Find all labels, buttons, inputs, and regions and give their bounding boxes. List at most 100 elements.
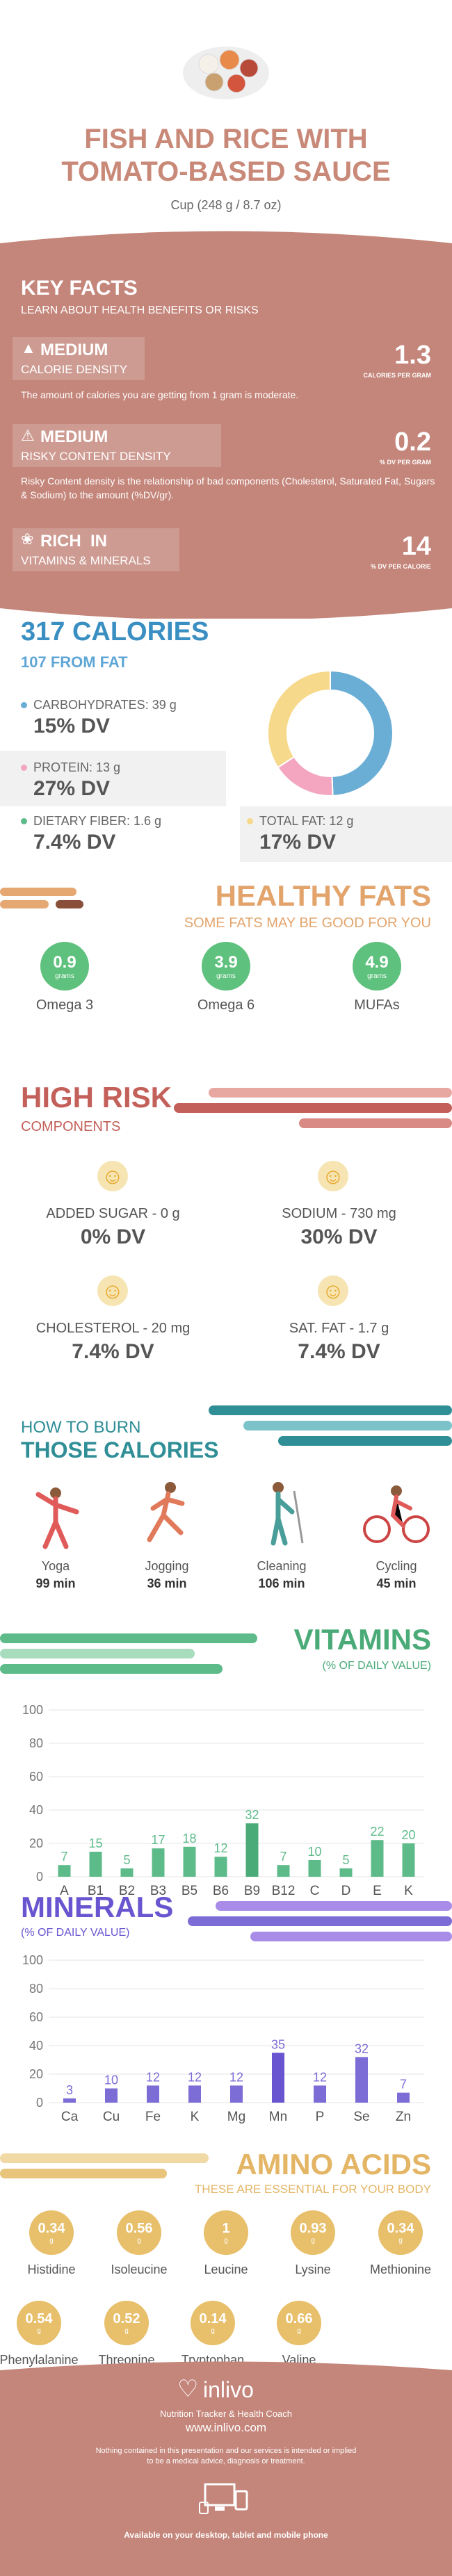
activity-label: Yoga: [41, 1559, 70, 1573]
fat-unit: grams: [367, 972, 387, 980]
amino-value: 0.34: [38, 2221, 65, 2236]
risk-label: SAT. FAT - 1.7 g: [289, 1321, 389, 1336]
risk-label: SODIUM - 730 mg: [282, 1206, 396, 1221]
bar-value-label: 32: [355, 2041, 369, 2055]
fact-level-box: [13, 528, 179, 571]
decor-lines: [0, 1633, 257, 1643]
bar: [397, 2092, 410, 2103]
x-tick-label: Se: [353, 2110, 369, 2124]
key-facts-title: KEY FACTS: [21, 277, 138, 300]
page-title-line2: TOMATO-BASED SAUCE: [61, 156, 391, 187]
inlivo-logo-icon: ♡: [177, 2376, 199, 2402]
calories-from-fat: 107 FROM FAT: [21, 653, 128, 671]
decor-lines: [209, 1088, 452, 1098]
x-tick-label: P: [316, 2110, 325, 2124]
key-facts-subtitle: LEARN ABOUT HEALTH BENEFITS OR RISKS: [21, 304, 259, 316]
disclaimer-line1: Nothing contained in this presentation a…: [95, 2447, 357, 2455]
devices-icon: [198, 2481, 254, 2516]
minerals-title: MINERALS: [21, 1891, 174, 1923]
activity-time: 36 min: [147, 1576, 187, 1590]
calories-section: 317 CALORIES 107 FROM FAT CARBOHYDRATES:…: [0, 612, 452, 869]
fact-vitamins-minerals: ❀ RICH IN VITAMINS & MINERALS 14 % DV PE…: [0, 525, 452, 580]
footer: ♡ inlivo Nutrition Tracker & Health Coac…: [0, 2360, 452, 2576]
amino-value: 0.93: [299, 2221, 327, 2236]
fact-unit: % DV PER GRAM: [379, 459, 431, 466]
carbs-dv: 15% DV: [33, 715, 111, 737]
donut-slice-fat: [267, 669, 331, 769]
bar: [183, 1846, 196, 1877]
jogging-icon: [132, 1477, 202, 1547]
decor-lines: [216, 1901, 452, 1911]
amino-subtitle: THESE ARE ESSENTIAL FOR YOUR BODY: [194, 2183, 431, 2196]
bar-value-label: 32: [245, 1808, 259, 1822]
minerals-section: MINERALS (% OF DAILY VALUE) 0 20 40 60 80 100…: [0, 1877, 452, 2134]
x-tick-label: B2: [119, 1884, 135, 1898]
fat-unit: grams: [55, 972, 74, 980]
bar: [58, 1865, 71, 1877]
risk-label: CHOLESTEROL - 20 mg: [35, 1321, 191, 1336]
serving-size: Cup (248 g / 8.7 oz): [170, 198, 282, 212]
brand-name: inlivo: [203, 2377, 254, 2402]
bar-value-label: 15: [88, 1836, 102, 1850]
fact-value: 14: [401, 532, 431, 561]
amino-circle: 0.54 g: [17, 2301, 61, 2345]
bar: [355, 2057, 368, 2103]
amino-unit: g: [311, 2237, 315, 2244]
x-tick-label: Fe: [145, 2110, 161, 2124]
amino-label: Isoleucine: [111, 2263, 168, 2276]
amino-circle: 0.93 g: [291, 2210, 335, 2255]
x-tick-label: B5: [181, 1884, 197, 1898]
y-tick-label: 80: [29, 1982, 43, 1996]
decor-lines: [56, 900, 83, 908]
bar: [89, 1852, 102, 1877]
bar-value-label: 35: [271, 2037, 285, 2051]
vitamins-bar-chart: 0 20 40 60 80 100 7 A 15 B1 5 B2 17 B3 18 B5 12 B6 32 B9 7 B1…: [22, 1703, 424, 1898]
cycling-icon: [362, 1477, 431, 1547]
healthy-fats-section: HEALTHY FATS SOME FATS MAY BE GOOD FOR Y…: [0, 872, 452, 1046]
bar: [277, 1865, 290, 1877]
cleaning-icon: [247, 1477, 316, 1547]
amino-circle: 0.52 g: [104, 2301, 149, 2345]
bar-value-label: 10: [307, 1845, 321, 1859]
burn-title-line2: THOSE CALORIES: [21, 1437, 219, 1462]
bar-value-label: 17: [151, 1833, 165, 1847]
available-text: Available on your desktop, tablet and mo…: [124, 2530, 328, 2540]
decor-lines: [243, 1421, 452, 1430]
activity-time: 45 min: [376, 1576, 417, 1590]
fat-circle-omega6: 3.9 grams: [202, 942, 250, 991]
fact-calorie-density: ▲ MEDIUM CALORIE DENSITY 1.3 CALORIES PE…: [0, 334, 452, 410]
decor-lines: [278, 1436, 452, 1446]
x-tick-label: A: [60, 1884, 69, 1898]
risk-dv: 30% DV: [300, 1225, 378, 1248]
disclaimer-line2: to be a medical advice, diagnosis or tre…: [147, 2457, 305, 2465]
header: FISH AND RICE WITH TOMATO-BASED SAUCE Cu…: [0, 0, 452, 229]
key-facts-background: [0, 231, 452, 619]
bar: [152, 1848, 165, 1877]
footer-url[interactable]: www.inlivo.com: [185, 2421, 267, 2434]
decor-lines: [209, 1405, 452, 1415]
bar-value-label: 12: [146, 2070, 160, 2084]
bar: [105, 2088, 118, 2103]
amino-value: 0.14: [199, 2311, 227, 2326]
x-tick-label: Mg: [227, 2110, 245, 2124]
bar: [120, 1868, 134, 1877]
key-facts-section: KEY FACTS LEARN ABOUT HEALTH BENEFITS OR…: [0, 229, 452, 619]
amino-unit: g: [398, 2237, 403, 2244]
amino-unit: g: [224, 2237, 228, 2244]
burn-section: HOW TO BURN THOSE CALORIES Yoga 99 min J…: [0, 1397, 452, 1640]
fact-desc: Risky Content density is the relationshi…: [21, 475, 435, 500]
amino-value: 0.34: [387, 2221, 414, 2236]
page-title-line1: FISH AND RICE WITH: [84, 124, 368, 154]
amino-unit: g: [49, 2237, 54, 2244]
amino-section: AMINO ACIDS THESE ARE ESSENTIAL FOR YOUR…: [0, 2141, 452, 2377]
y-tick-label: 60: [29, 2010, 43, 2024]
decor-lines: [299, 1118, 452, 1128]
fact-level-box: [13, 337, 145, 380]
activity-time: 106 min: [258, 1576, 305, 1590]
risk-dv: 7.4% DV: [72, 1340, 154, 1363]
y-tick-label: 0: [36, 2096, 43, 2110]
bar-value-label: 5: [342, 1853, 349, 1867]
activity-time: 99 min: [35, 1576, 76, 1590]
x-tick-label: B12: [272, 1884, 296, 1898]
